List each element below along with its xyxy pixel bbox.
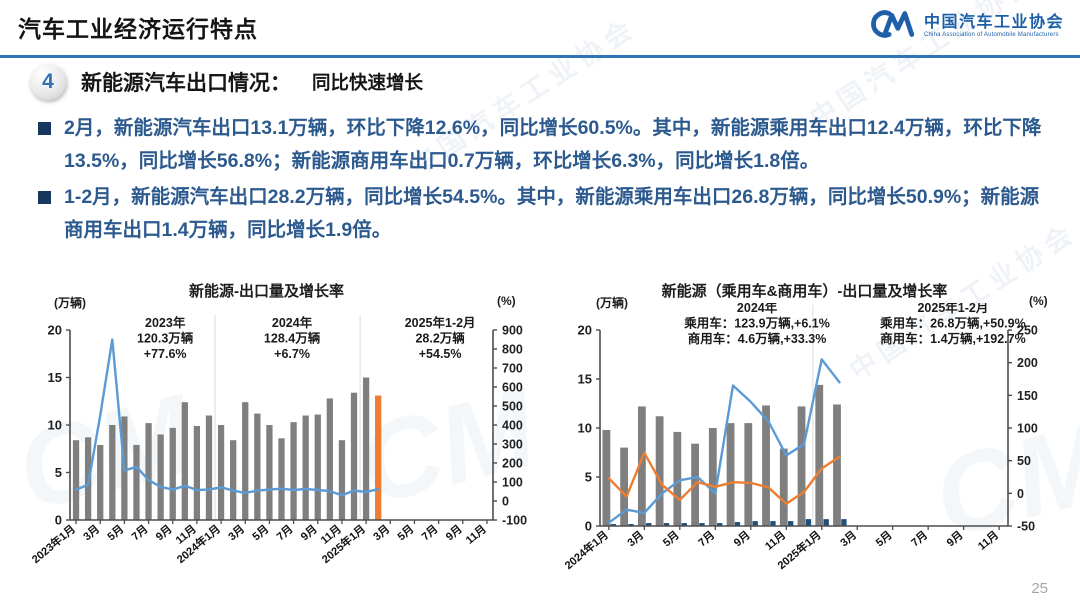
svg-text:0: 0 (585, 519, 592, 534)
svg-text:2025年1-2月: 2025年1-2月 (917, 303, 988, 315)
svg-text:250: 250 (1017, 324, 1038, 338)
svg-text:28.2万辆: 28.2万辆 (415, 331, 465, 346)
bullet-text: 2月，新能源汽车出口13.1万辆，环比下降12.6%，同比增长60.5%。其中，… (64, 117, 1042, 172)
svg-text:2023年1月: 2023年1月 (29, 522, 78, 567)
caam-logo: 中国汽车工业协会 China Association of Automobile… (863, 6, 1064, 47)
svg-text:7月: 7月 (129, 522, 150, 543)
svg-text:11月: 11月 (975, 528, 1001, 553)
logo-name-cn: 中国汽车工业协会 (923, 13, 1064, 31)
svg-text:3月: 3月 (81, 522, 102, 543)
bullet-item: 1-2月，新能源汽车出口28.2万辆，同比增长54.5%。其中，新能源乘用车出口… (38, 181, 1042, 247)
svg-text:10: 10 (48, 418, 62, 433)
svg-text:300: 300 (502, 438, 523, 452)
svg-text:5月: 5月 (105, 522, 126, 543)
svg-text:0: 0 (1017, 487, 1024, 501)
bullet-item: 2月，新能源汽车出口13.1万辆，环比下降12.6%，同比增长60.5%。其中，… (38, 112, 1042, 178)
bullet-square-icon (38, 191, 51, 204)
section-heading: 4 新能源汽车出口情况： 同比快速增长 (30, 64, 423, 100)
svg-text:50: 50 (1017, 454, 1031, 468)
svg-text:-100: -100 (502, 514, 527, 528)
bullet-text: 1-2月，新能源汽车出口28.2万辆，同比增长54.5%。其中，新能源乘用车出口… (64, 186, 1040, 241)
svg-text:7月: 7月 (909, 528, 930, 549)
svg-text:500: 500 (502, 400, 523, 414)
svg-text:乘用车：123.9万辆,+6.1%: 乘用车：123.9万辆,+6.1% (683, 316, 830, 331)
svg-text:128.4万辆: 128.4万辆 (264, 331, 321, 346)
svg-text:100: 100 (1017, 422, 1038, 436)
svg-text:5月: 5月 (395, 522, 416, 543)
svg-text:2023年: 2023年 (145, 315, 186, 330)
bullet-list: 2月，新能源汽车出口13.1万辆，环比下降12.6%，同比增长60.5%。其中，… (38, 112, 1042, 250)
left-axis-unit: (万辆) (596, 296, 628, 310)
chart-title: 新能源（乘用车&商用车）-出口量及增长率 (661, 283, 948, 300)
svg-text:100: 100 (502, 476, 523, 490)
nev-export-volume-growth-chart: 新能源-出口量及增长率 (万辆) (%) 0 5 10 15 20 900 800 700 60… (14, 281, 559, 593)
section-subtitle: 同比快速增长 (312, 72, 424, 93)
svg-text:9月: 9月 (731, 528, 752, 549)
svg-text:9月: 9月 (298, 522, 319, 543)
svg-text:5月: 5月 (250, 522, 271, 543)
chart-canvas: 0 5 10 15 20 900 800 700 600 500 400 300 200 100 0 -100… (29, 315, 527, 567)
section-title: 新能源汽车出口情况： (81, 72, 291, 95)
right-axis-unit: (%) (497, 294, 516, 308)
svg-text:3月: 3月 (838, 528, 859, 549)
section-number-badge: 4 (30, 64, 66, 100)
svg-text:2025年1-2月: 2025年1-2月 (405, 315, 476, 330)
page-number: 25 (1031, 580, 1048, 597)
svg-text:2024年: 2024年 (737, 303, 778, 315)
bullet-square-icon (38, 122, 51, 135)
svg-text:3月: 3月 (371, 522, 392, 543)
svg-text:商用车：4.6万辆,+33.3%: 商用车：4.6万辆,+33.3% (688, 331, 827, 346)
left-axis-unit: (万辆) (54, 296, 86, 310)
svg-text:800: 800 (502, 343, 523, 357)
svg-text:15: 15 (578, 372, 592, 387)
svg-text:7月: 7月 (696, 528, 717, 549)
page-title: 汽车工业经济运行特点 (18, 16, 258, 42)
header-divider (0, 55, 1080, 58)
header: 汽车工业经济运行特点 中国汽车工业协会 China Association of… (0, 0, 1080, 55)
svg-text:3月: 3月 (625, 528, 646, 549)
svg-text:5: 5 (55, 465, 62, 480)
svg-text:10: 10 (578, 421, 592, 436)
svg-text:3月: 3月 (226, 522, 247, 543)
svg-text:9月: 9月 (944, 528, 965, 549)
svg-text:2024年: 2024年 (272, 315, 313, 330)
svg-text:20: 20 (48, 323, 62, 338)
svg-text:0: 0 (502, 495, 509, 509)
svg-text:商用车：1.4万辆,+192.7%: 商用车：1.4万辆,+192.7% (880, 331, 1026, 346)
svg-text:20: 20 (578, 323, 592, 338)
logo-name-en: China Association of Automobile Manufact… (923, 32, 1059, 39)
svg-text:0: 0 (55, 513, 62, 528)
svg-text:+54.5%: +54.5% (419, 347, 462, 361)
svg-text:-50: -50 (1017, 520, 1035, 534)
caam-logo-icon (863, 6, 917, 47)
svg-text:9月: 9月 (153, 522, 174, 543)
svg-text:15: 15 (48, 370, 62, 385)
svg-text:600: 600 (502, 381, 523, 395)
svg-text:200: 200 (1017, 356, 1038, 370)
svg-text:5月: 5月 (873, 528, 894, 549)
svg-text:700: 700 (502, 362, 523, 376)
svg-text:乘用车：26.8万辆,+50.9%: 乘用车：26.8万辆,+50.9% (879, 316, 1026, 331)
svg-text:150: 150 (1017, 389, 1038, 403)
right-axis-unit: (%) (1029, 294, 1048, 308)
svg-text:7月: 7月 (419, 522, 440, 543)
nev-pc-cv-export-chart: 新能源（乘用车&商用车）-出口量及增长率 (万辆) (%) 0 5 10 15 20 25… (552, 281, 1072, 593)
svg-text:2024年1月: 2024年1月 (562, 528, 611, 573)
svg-text:7月: 7月 (274, 522, 295, 543)
svg-text:200: 200 (502, 457, 523, 471)
chart-title: 新能源-出口量及增长率 (189, 283, 344, 300)
chart-canvas: 0 5 10 15 20 250 200 150 100 50 0 -50 2024年1月 3月 5月 7月 9… (562, 300, 1038, 573)
svg-text:+77.6%: +77.6% (144, 347, 187, 361)
svg-text:9月: 9月 (443, 522, 464, 543)
svg-text:400: 400 (502, 419, 523, 433)
svg-text:5: 5 (585, 470, 592, 485)
svg-text:11月: 11月 (762, 528, 788, 553)
svg-text:+6.7%: +6.7% (274, 347, 310, 361)
svg-text:120.3万辆: 120.3万辆 (137, 331, 194, 346)
svg-text:5月: 5月 (660, 528, 681, 549)
svg-text:11月: 11月 (463, 522, 489, 547)
svg-text:900: 900 (502, 324, 523, 338)
